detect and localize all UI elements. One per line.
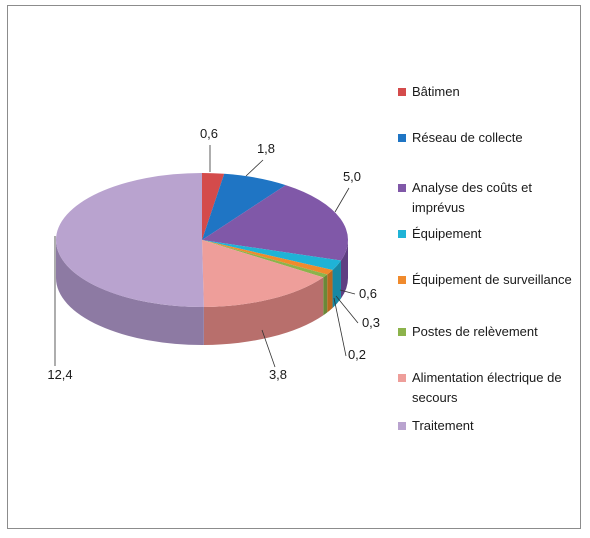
legend-swatch [398,184,406,192]
leader-line-6 [261,329,276,368]
data-label-7: 12,4 [47,367,72,382]
legend-swatch [398,230,406,238]
legend-item: Analyse des coûts et imprévus [398,180,580,218]
legend-label: Analyse des coûts et imprévus [412,180,532,215]
pie-slice-6 [202,240,324,307]
data-label-3: 0,6 [359,286,377,301]
data-label-1: 1,8 [257,141,275,156]
legend-swatch [398,134,406,142]
legend-item: Alimentation électrique de secours [398,370,580,408]
legend-item: Bâtimen [398,84,580,102]
data-label-6: 3,8 [269,367,287,382]
leader-line-1 [245,159,264,177]
legend-swatch [398,422,406,430]
data-label-0: 0,6 [200,126,218,141]
legend-label: Bâtimen [412,84,460,99]
data-label-5: 0,2 [348,347,366,362]
legend-label: Traitement [412,418,474,433]
data-labels: 0,6 1,8 5,0 0,6 0,3 0,2 3,8 12,4 [47,126,380,382]
pie-side-2 [340,240,348,299]
pie-side-5 [323,274,328,316]
legend-item: Équipement [398,226,580,244]
data-label-2: 5,0 [343,169,361,184]
pie-slice-0 [202,173,225,240]
pie-slice-4 [202,240,333,275]
legend-label: Équipement [412,226,482,241]
pie-side-7 [56,240,204,345]
pie-side-3 [332,260,341,308]
pie-slice-7 [55,173,204,307]
leader-line-2 [334,187,350,213]
data-label-4: 0,3 [362,315,380,330]
legend-label: Postes de relèvement [412,324,538,339]
legend-swatch [398,276,406,284]
legend-swatch [398,374,406,382]
pie-slice-1 [202,173,286,240]
legend-swatch [398,328,406,336]
leader-line-4 [335,295,359,324]
pie-slice-5 [202,240,328,278]
legend-label: Équipement de surveillance [412,272,572,287]
legend-item: Postes de relèvement [398,324,580,342]
legend-item: Réseau de collecte [398,130,580,148]
pie-side-4 [327,269,333,313]
legend-item: Équipement de surveillance [398,272,580,290]
legend-label: Alimentation électrique de secours [412,370,562,405]
pie-slices [55,173,349,307]
legend-item: Traitement [398,418,580,436]
pie-slice-3 [202,240,341,270]
label-leader-lines [54,145,359,368]
pie-slice-2 [202,185,349,261]
legend-swatch [398,88,406,96]
pie-side-6 [203,277,324,345]
leader-line-5 [333,297,347,357]
leader-line-3 [339,289,356,295]
pie-sides [56,240,348,345]
legend-label: Réseau de collecte [412,130,523,145]
